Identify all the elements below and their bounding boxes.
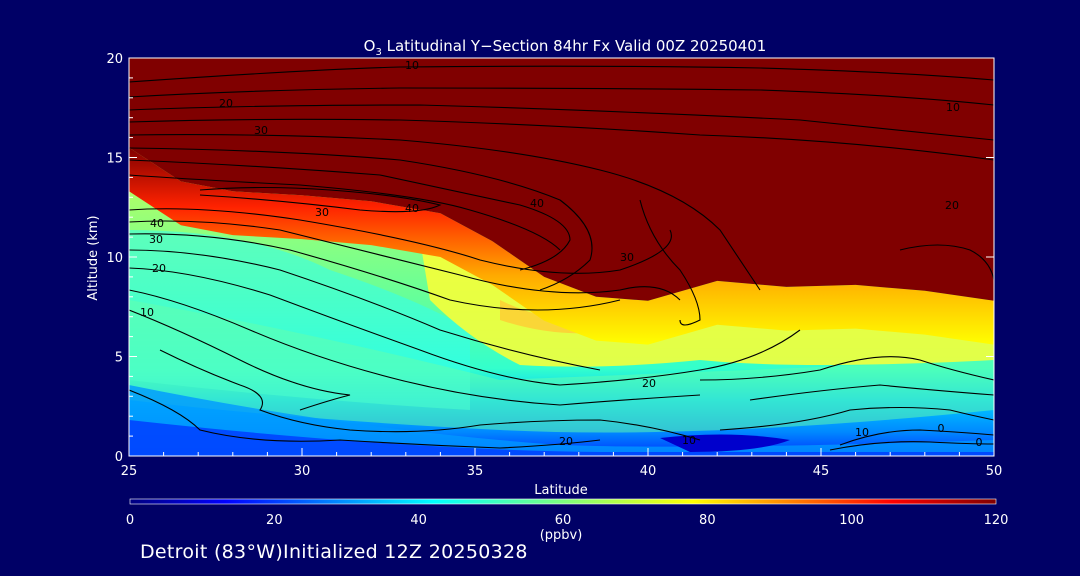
contour-label: 10 xyxy=(140,306,154,319)
y-tick-label: 0 xyxy=(115,450,123,465)
footer-initialized: Initialized 12Z 20250328 xyxy=(283,541,528,563)
contour-label: 0 xyxy=(976,436,983,449)
contour-label: 30 xyxy=(620,251,634,264)
contour-label: 40 xyxy=(150,217,164,230)
x-tick-label: 25 xyxy=(121,464,138,479)
concentration-field xyxy=(129,58,994,456)
x-tick-label: 40 xyxy=(640,464,657,479)
colorbar-tick-label: 20 xyxy=(266,513,283,528)
y-tick-label: 20 xyxy=(106,52,123,67)
contour-label: 20 xyxy=(559,435,573,448)
chart-title: O3 Latitudinal Y−Section 84hr Fx Valid 0… xyxy=(364,37,767,58)
contour-label: 30 xyxy=(315,206,329,219)
colorbar-tick-label: 100 xyxy=(839,513,864,528)
colorbar xyxy=(129,498,997,505)
y-axis-label: Altitude (km) xyxy=(86,215,101,300)
contour-label: 0 xyxy=(938,422,945,435)
contour-label: 20 xyxy=(642,377,656,390)
x-tick-label: 50 xyxy=(986,464,1003,479)
tropopause-band xyxy=(129,147,994,345)
contour-labels: 10 20 30 40 10 20 40 30 20 10 0 30 40 30 20 10 20 10 0 xyxy=(140,59,983,449)
contour-label: 20 xyxy=(219,97,233,110)
contour-lines xyxy=(129,65,994,451)
x-tick-label: 45 xyxy=(813,464,830,479)
x-tick-label: 30 xyxy=(294,464,311,479)
y-tick-label: 10 xyxy=(106,251,123,266)
y-tick-label: 15 xyxy=(106,152,123,167)
contour-label: 40 xyxy=(405,202,419,215)
colorbar-tick-label: 0 xyxy=(126,513,134,528)
colorbar-unit: (ppbv) xyxy=(540,528,583,543)
footer-location: Detroit (83°W) xyxy=(140,541,284,563)
contour-label: 20 xyxy=(152,262,166,275)
colorbar-tick-label: 120 xyxy=(984,513,1009,528)
x-axis-ticks: 25 30 35 40 45 50 xyxy=(121,448,1003,479)
contour-label: 20 xyxy=(945,199,959,212)
colorbar-tick-label: 80 xyxy=(699,513,716,528)
contour-label: 10 xyxy=(855,426,869,439)
footer-caption: Detroit (83°W)Initialized 12Z 20250328 xyxy=(140,541,528,563)
contour-label: 30 xyxy=(254,124,268,137)
colorbar-tick-label: 60 xyxy=(555,513,572,528)
x-tick-label: 35 xyxy=(467,464,484,479)
contour-label: 40 xyxy=(530,197,544,210)
colorbar-tick-label: 40 xyxy=(410,513,427,528)
y-axis-ticks: 0 5 10 15 20 xyxy=(106,52,994,465)
colorbar-ticks: 0 20 40 60 80 100 120 xyxy=(126,513,1009,528)
contour-label: 10 xyxy=(682,434,696,447)
y-tick-label: 5 xyxy=(115,351,123,366)
contour-label: 10 xyxy=(405,59,419,72)
x-axis-label: Latitude xyxy=(534,483,588,498)
contour-label: 10 xyxy=(946,101,960,114)
contour-label: 30 xyxy=(149,233,163,246)
